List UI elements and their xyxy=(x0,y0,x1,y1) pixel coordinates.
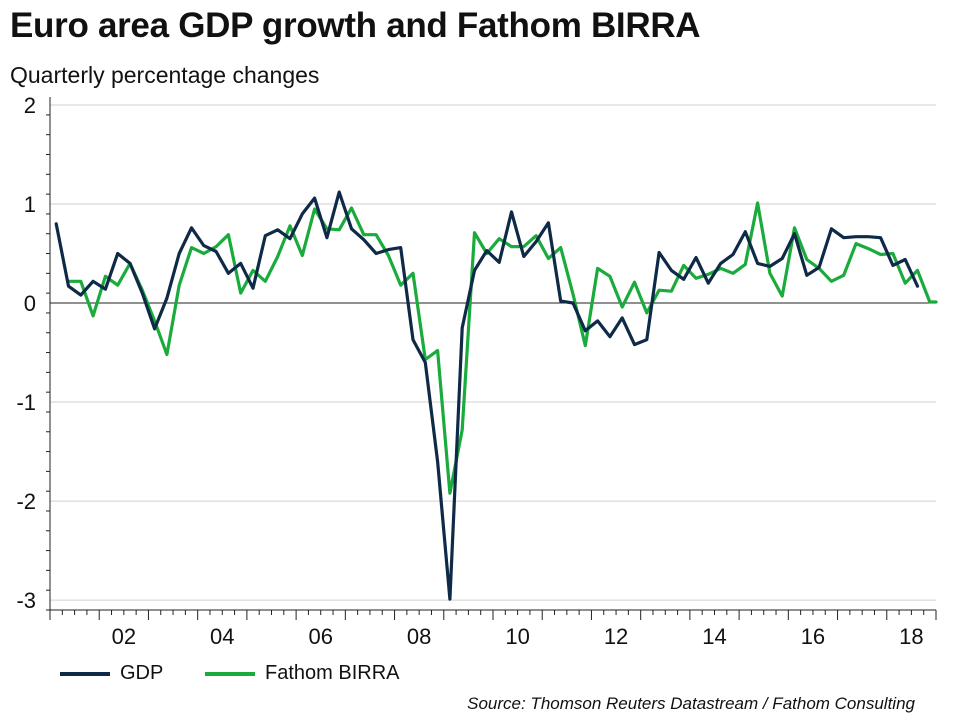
line-chart: 210-1-2-302 04 06 08 10 12 14 16 18 xyxy=(16,93,938,649)
x-tick-label: 10 xyxy=(505,624,529,649)
legend-label-gdp: GDP xyxy=(120,662,164,684)
x-tick-label: 06 xyxy=(308,624,332,649)
x-tick-label: 18 xyxy=(899,624,923,649)
legend-swatch-birra xyxy=(205,671,255,676)
y-tick-label: -3 xyxy=(16,588,36,613)
x-tick-label: 12 xyxy=(604,624,628,649)
x-tick-label: 08 xyxy=(407,624,431,649)
gridlines xyxy=(50,104,936,601)
y-tick-label: 2 xyxy=(24,93,36,118)
y-tick-label: 0 xyxy=(24,291,36,316)
x-tick-label: 14 xyxy=(702,624,726,649)
x-tick-label: 16 xyxy=(801,624,825,649)
legend-label-birra: Fathom BIRRA xyxy=(265,662,400,684)
legend-item-birra: Fathom BIRRA xyxy=(205,662,399,685)
chart-title: Euro area GDP growth and Fathom BIRRA xyxy=(10,6,701,45)
y-tick-label: -1 xyxy=(16,390,36,415)
source-note: Source: Thomson Reuters Datastream / Fat… xyxy=(467,694,915,713)
legend-swatch-gdp xyxy=(60,671,110,676)
y-tick-label: 1 xyxy=(24,192,36,217)
x-tick-label: 02 xyxy=(112,624,136,649)
y-tick-label: -2 xyxy=(16,489,36,514)
axes: 210-1-2-302 04 06 08 10 12 14 16 18 xyxy=(16,93,937,649)
legend-item-gdp: GDP xyxy=(60,662,163,685)
chart-subtitle: Quarterly percentage changes xyxy=(10,62,320,88)
gdp-line xyxy=(54,190,920,601)
series-lines xyxy=(54,190,938,601)
x-tick-label: 04 xyxy=(210,624,234,649)
